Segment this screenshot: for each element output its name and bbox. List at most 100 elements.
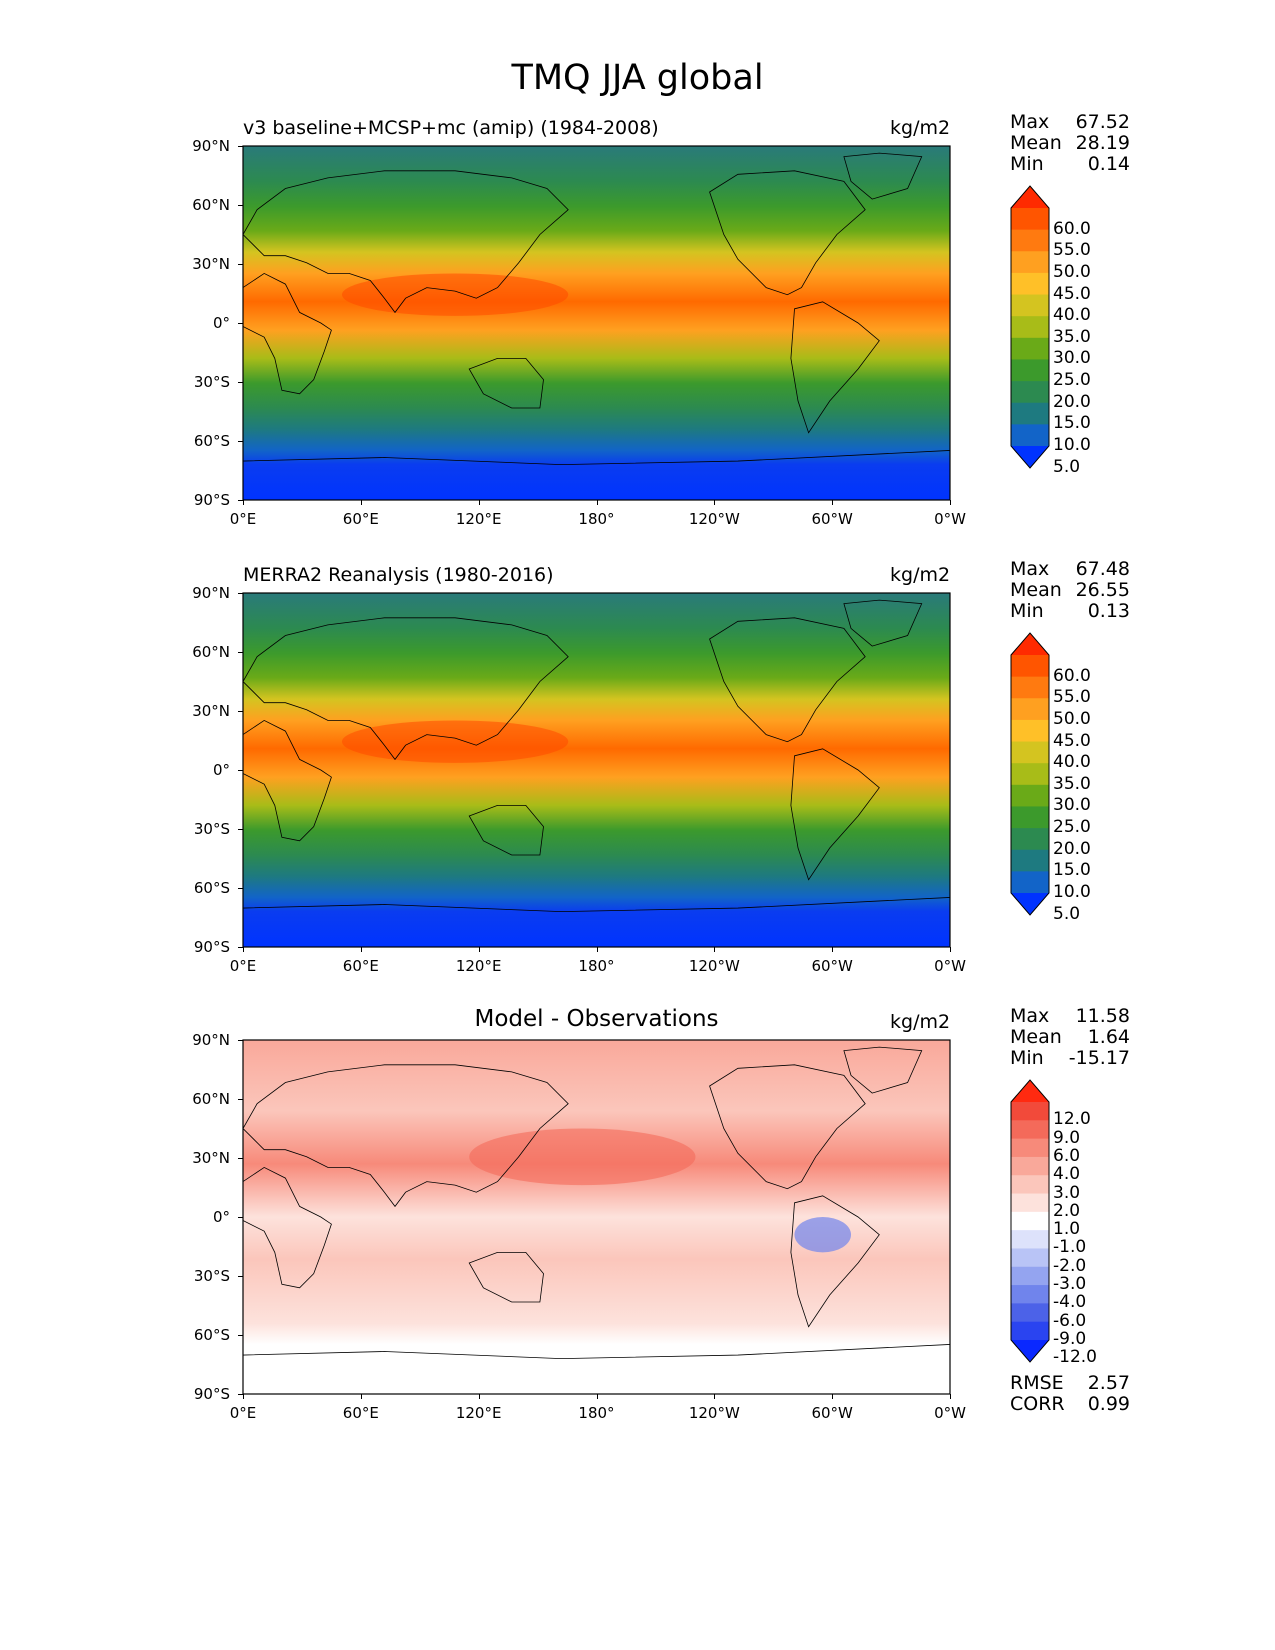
lat-tick-label: 60°S <box>193 432 230 450</box>
figure-title: TMQ JJA global <box>511 58 764 98</box>
lon-tick-mark <box>243 947 244 952</box>
colorbar-label: -6.0 <box>1053 1310 1087 1331</box>
colorbar-label: 5.0 <box>1053 903 1081 924</box>
colorbar-segment <box>1011 1175 1049 1195</box>
lon-tick-mark <box>478 500 480 505</box>
lat-tick-mark <box>238 264 243 265</box>
colorbar-label: 9.0 <box>1053 1127 1081 1148</box>
colorbar-segment <box>1011 294 1049 317</box>
extra-stat-label: CORR <box>1010 1393 1065 1415</box>
coastline <box>709 1064 866 1190</box>
lon-tick-label: 60°E <box>342 510 379 528</box>
colorbar-segment <box>1011 1193 1049 1213</box>
lon-tick-label: 0°W <box>934 510 966 528</box>
lon-tick-mark <box>243 1394 244 1399</box>
coastline <box>843 152 923 200</box>
colorbar-label: 35.0 <box>1053 326 1091 347</box>
lat-tick-label: 90°S <box>193 938 230 956</box>
colorbar-label: -1.0 <box>1053 1237 1087 1258</box>
panel-title: Model - Observations <box>474 1006 719 1032</box>
colorbar-segment <box>1011 381 1049 404</box>
colorbar-label: 15.0 <box>1053 860 1091 881</box>
colorbar-label: 45.0 <box>1053 283 1091 304</box>
stat-value: 67.48 <box>1075 558 1130 580</box>
lon-tick-mark <box>360 947 362 952</box>
colorbar-label: 60.0 <box>1053 218 1091 239</box>
colorbar-label: 4.0 <box>1053 1164 1081 1185</box>
lat-tick-mark <box>238 947 243 948</box>
colorbar-extend-max <box>1011 633 1049 655</box>
lon-tick-mark <box>950 500 951 505</box>
coastline <box>843 599 923 647</box>
lat-tick-label: 30°N <box>192 255 230 273</box>
colorbar-segment <box>1011 1303 1049 1323</box>
colorbar-segment <box>1011 1138 1049 1158</box>
lon-tick-label: 120°W <box>688 1404 740 1422</box>
lat-tick-label: 30°S <box>193 373 230 391</box>
lon-tick-label: 120°W <box>688 957 740 975</box>
lon-tick-label: 180° <box>578 510 615 528</box>
warm-pool <box>341 273 569 316</box>
lat-tick-mark <box>238 1217 243 1218</box>
stat-label: Max <box>1010 1005 1050 1027</box>
panel-units: kg/m2 <box>890 1011 951 1033</box>
lon-tick-mark <box>360 500 362 505</box>
colorbar-segment <box>1011 251 1049 274</box>
colorbar-label: 5.0 <box>1053 456 1081 477</box>
extra-stat-label: RMSE <box>1010 1372 1064 1394</box>
stat-value: 26.55 <box>1075 579 1130 601</box>
stat-value: 1.64 <box>1087 1026 1130 1048</box>
coastline <box>468 357 544 409</box>
lat-tick-label: 60°N <box>192 643 230 661</box>
antarctica-coastline <box>242 1344 951 1360</box>
lon-tick-mark <box>950 1394 951 1399</box>
colorbar-segment <box>1011 1120 1049 1140</box>
colorbar-segment <box>1011 316 1049 339</box>
colorbar-label: 10.0 <box>1053 435 1091 455</box>
coastline <box>242 170 569 314</box>
coastline <box>242 1166 332 1289</box>
colorbar-segment <box>1011 806 1049 829</box>
lat-tick-mark <box>238 1099 243 1100</box>
stat-label: Max <box>1010 111 1050 133</box>
colorbar-segment <box>1011 719 1049 743</box>
lat-tick-label: 30°N <box>192 702 230 720</box>
colorbar-segment <box>1011 784 1049 808</box>
lon-tick-label: 0°W <box>934 957 966 975</box>
lat-tick-label: 30°S <box>193 1267 230 1285</box>
lat-tick-mark <box>238 382 243 383</box>
coastline <box>242 617 569 761</box>
stat-label: Min <box>1010 1047 1044 1069</box>
lat-tick-mark <box>238 1276 243 1277</box>
lat-tick-label: 0° <box>212 1208 230 1226</box>
colorbar-segment <box>1011 424 1049 447</box>
colorbar-segment <box>1011 1156 1049 1176</box>
lat-tick-mark <box>238 205 243 206</box>
colorbar-label: 50.0 <box>1053 261 1091 282</box>
lat-tick-mark <box>238 323 243 324</box>
colorbar-label: 30.0 <box>1053 795 1091 816</box>
lon-tick-mark <box>596 500 598 505</box>
lat-tick-mark <box>238 652 243 653</box>
lon-tick-label: 60°E <box>342 957 379 975</box>
stat-label: Mean <box>1010 579 1062 601</box>
colorbar-extend-min <box>1011 1340 1049 1362</box>
lat-tick-mark <box>238 146 243 147</box>
colorbar-segment <box>1011 849 1049 872</box>
colorbar-label: -2.0 <box>1053 1255 1087 1276</box>
map-plot <box>242 145 951 501</box>
colorbar-segment <box>1011 208 1049 231</box>
colorbar-label: 45.0 <box>1053 730 1091 751</box>
colorbar-label: -3.0 <box>1053 1274 1087 1295</box>
lat-tick-label: 30°N <box>192 1149 230 1167</box>
stat-value: -15.17 <box>1068 1047 1130 1069</box>
lat-tick-mark <box>238 441 243 442</box>
lon-tick-label: 0°E <box>229 957 257 975</box>
lon-tick-label: 120°E <box>455 1404 502 1422</box>
colorbar-segment <box>1011 741 1049 764</box>
stat-label: Max <box>1010 558 1050 580</box>
colorbar-extend-max <box>1011 186 1049 208</box>
colorbar-segment <box>1011 828 1049 851</box>
map-field <box>243 146 950 500</box>
lat-tick-label: 90°N <box>192 584 230 602</box>
